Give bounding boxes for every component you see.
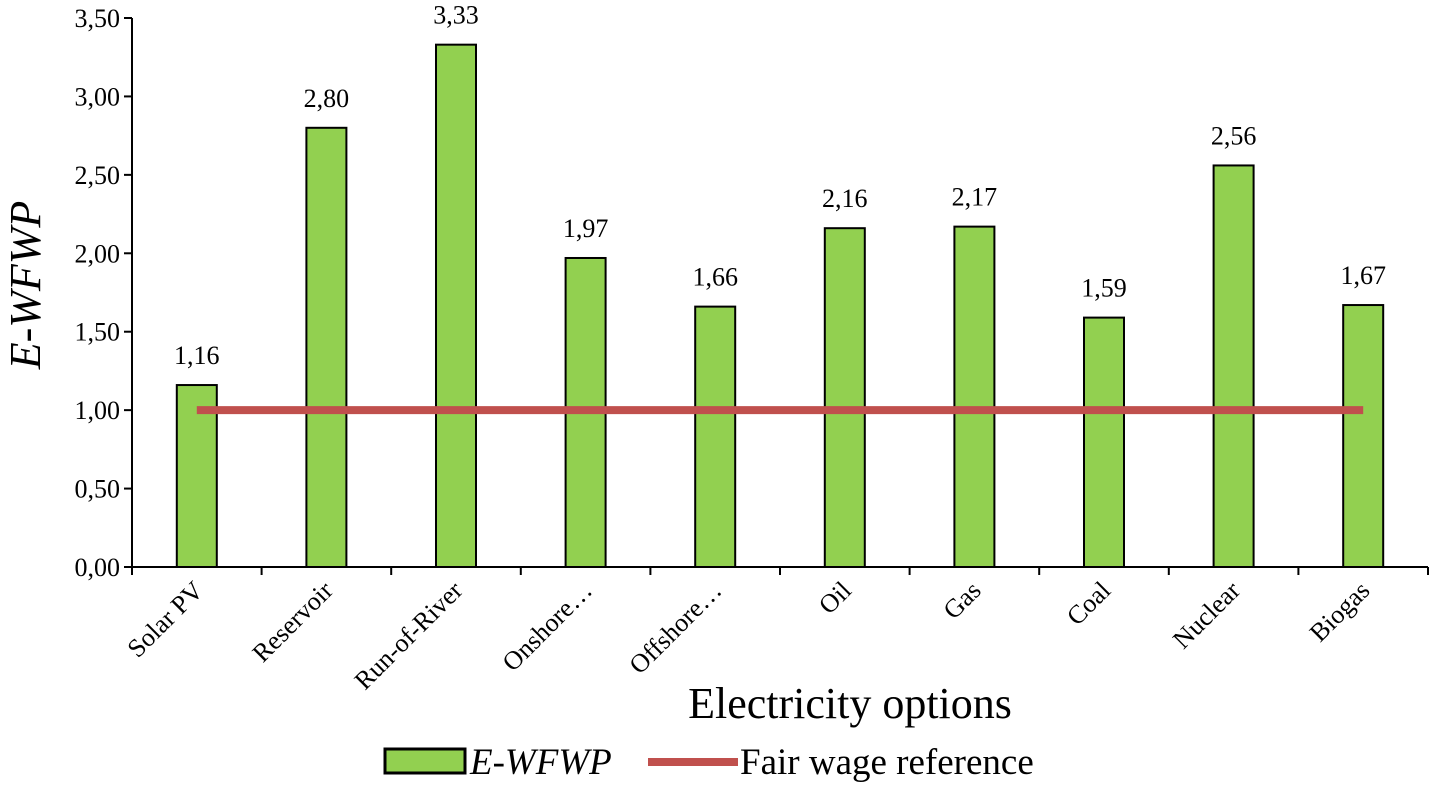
legend-label-bars: E-WFWP: [469, 742, 612, 783]
y-tick-label: 2,00: [75, 239, 121, 268]
bar: [1212, 164, 1255, 568]
x-tick-label: Oil: [813, 576, 857, 620]
bar-value-label: 2,56: [1211, 121, 1257, 150]
x-tick-label: Run-of-River: [349, 576, 469, 696]
x-tick-label: Reservoir: [247, 576, 339, 668]
legend: E-WFWP Fair wage reference: [383, 742, 1034, 783]
x-tick-label: Biogas: [1304, 576, 1376, 648]
bar: [435, 43, 477, 569]
x-tick-label: Onshore…: [497, 576, 598, 677]
bar: [953, 225, 996, 568]
x-tick-label: Gas: [938, 576, 987, 625]
legend-swatch-bars: [383, 747, 467, 775]
y-tick-label: 1,50: [75, 318, 121, 347]
y-tick-label: 1,00: [75, 396, 121, 425]
bars: 1,16 2,80 3,33 1,97 1,66 2,16 2,17 1,59 2,56 1,67: [174, 1, 1386, 569]
legend-label-line: Fair wage reference: [740, 742, 1034, 783]
y-tick-label: 0,00: [75, 553, 121, 582]
x-axis-label: Electricity options: [688, 679, 1012, 728]
y-axis-ticks: 0,00 0,50 1,00 1,50 2,00 2,50 3,00 3,50: [75, 4, 132, 582]
bar: [1083, 316, 1125, 568]
bar-value-label: 1,97: [563, 214, 609, 243]
y-tick-label: 2,50: [75, 161, 121, 190]
bar: [694, 305, 737, 568]
bar: [305, 126, 348, 569]
bar-value-label: 2,17: [952, 183, 998, 212]
x-tick-label: Coal: [1061, 576, 1116, 631]
bar: [823, 227, 866, 568]
bar-value-label: 1,66: [692, 263, 738, 292]
y-axis-label: E-WFWP: [1, 201, 50, 371]
bar: [175, 384, 218, 568]
y-tick-label: 3,50: [75, 4, 121, 33]
bar-value-label: 1,16: [174, 341, 220, 370]
bar: [1342, 304, 1385, 568]
x-tick-label: Offshore…: [624, 576, 728, 680]
bar-value-label: 1,59: [1081, 274, 1127, 303]
bar-value-label: 2,16: [822, 184, 868, 213]
x-tick-label: Solar PV: [122, 576, 210, 664]
y-tick-label: 3,00: [75, 82, 121, 111]
y-tick-label: 0,50: [75, 475, 121, 504]
x-axis-ticks: Solar PV Reservoir Run-of-River Onshore… Off…: [122, 567, 1429, 696]
bar-value-label: 1,67: [1340, 261, 1386, 290]
bar-value-label: 2,80: [304, 84, 350, 113]
bar-value-label: 3,33: [433, 1, 479, 30]
x-tick-label: Nuclear: [1167, 575, 1246, 654]
